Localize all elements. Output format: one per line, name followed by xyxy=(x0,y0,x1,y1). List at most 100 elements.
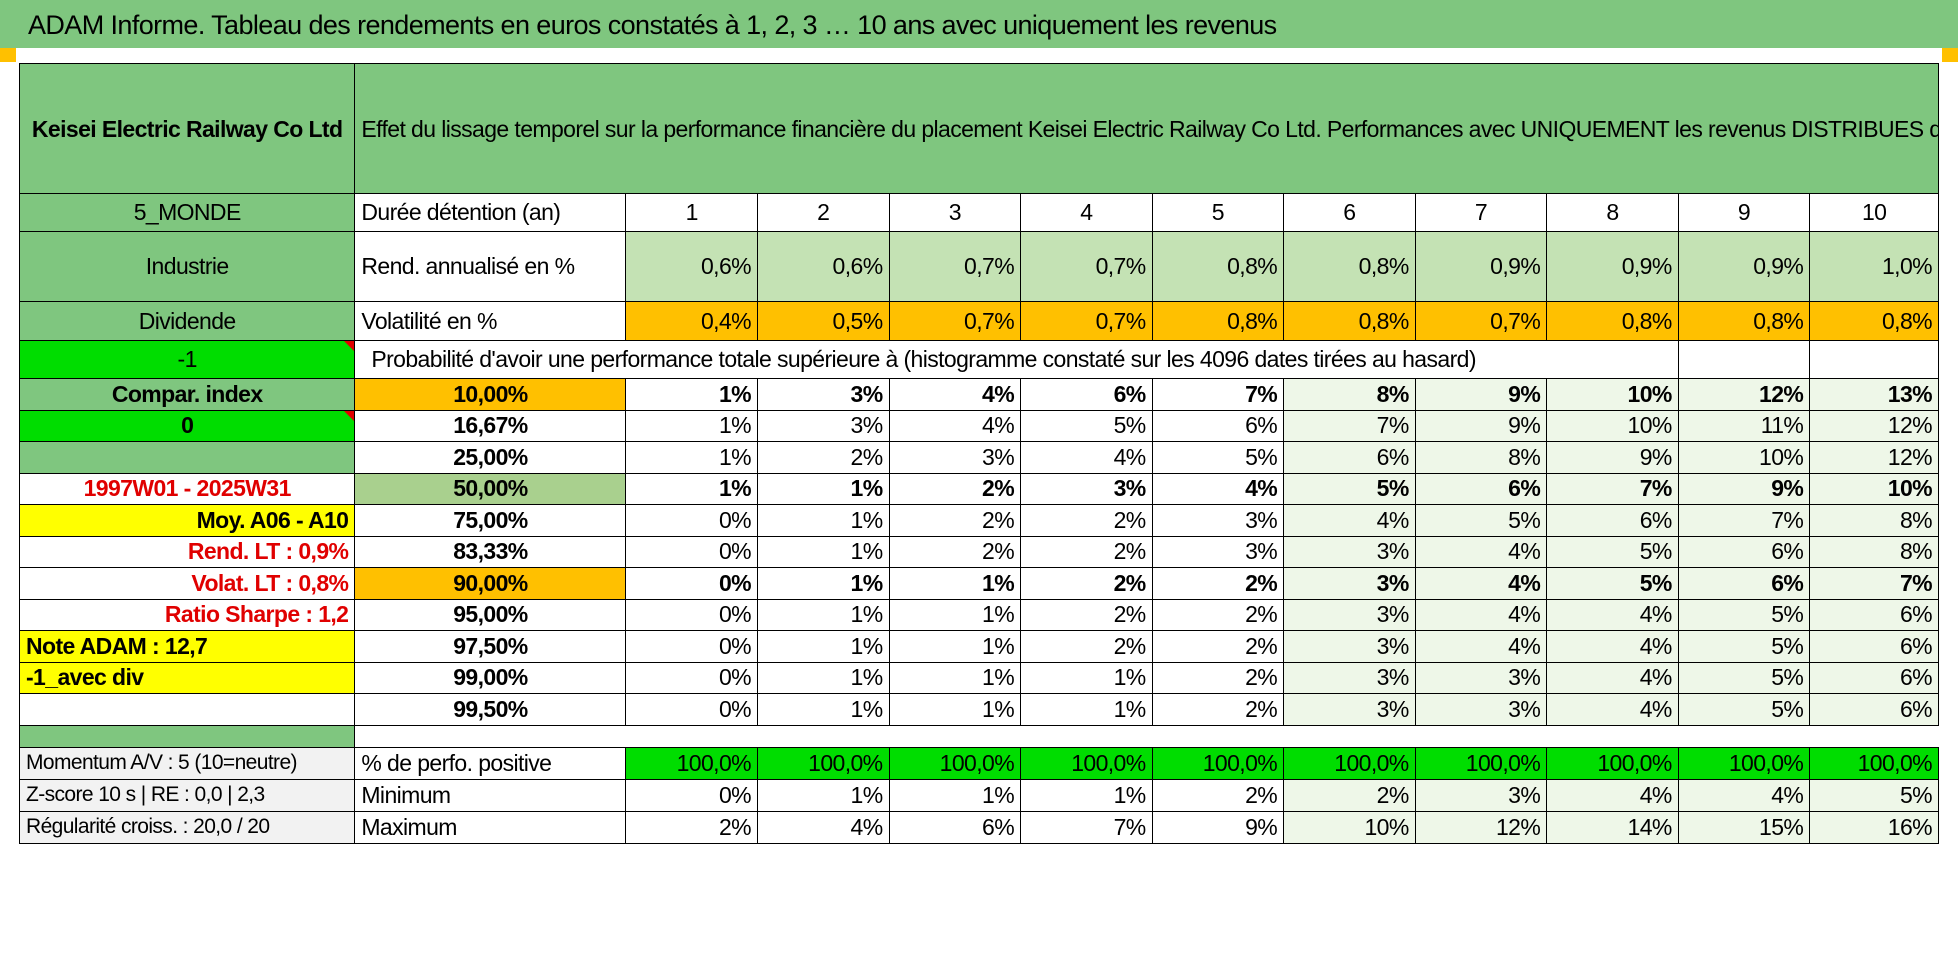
percentile-value: 13% xyxy=(1809,378,1939,411)
percentile-value: 3% xyxy=(757,409,890,442)
percentile-value: 3% xyxy=(1414,693,1548,726)
rend-value: 1,0% xyxy=(1809,231,1939,302)
percentile-value: 7% xyxy=(1151,378,1285,411)
bottom-side-stat: Z-score 10 s | RE : 0,0 | 2,3 xyxy=(18,778,356,812)
percentile-value: 2% xyxy=(888,504,1022,537)
percentile-value: 3% xyxy=(1151,535,1285,568)
percentile-value: 5% xyxy=(1677,661,1811,694)
rend-value: 0,7% xyxy=(888,231,1022,302)
year-9: 9 xyxy=(1677,193,1811,232)
year-8: 8 xyxy=(1546,193,1679,232)
performance-table: Keisei Electric Railway Co Ltd Effet du … xyxy=(18,63,1939,844)
percentile-value: 0% xyxy=(625,598,759,631)
percentile-value: 3% xyxy=(888,441,1022,474)
bottom-value: 100,0% xyxy=(1677,746,1811,780)
bottom-value: 16% xyxy=(1809,810,1939,844)
percentile-value: 9% xyxy=(1414,378,1548,411)
percentile-value: 8% xyxy=(1283,378,1416,411)
year-10: 10 xyxy=(1809,193,1939,232)
percentile-value: 2% xyxy=(1151,598,1285,631)
percentile-label: 75,00% xyxy=(354,504,627,537)
percentile-value: 5% xyxy=(1546,535,1679,568)
percentile-value: 6% xyxy=(1809,661,1939,694)
side-compar-label: Compar. index xyxy=(18,378,356,411)
percentile-value: 2% xyxy=(1020,630,1153,663)
year-7: 7 xyxy=(1414,193,1548,232)
percentile-value: 2% xyxy=(1151,630,1285,663)
percentile-value: 4% xyxy=(1414,598,1548,631)
percentile-value: 3% xyxy=(1283,630,1416,663)
rend-value: 0,8% xyxy=(1283,231,1416,302)
percentile-value: 3% xyxy=(1414,661,1548,694)
percentile-value: 1% xyxy=(757,472,890,505)
percentile-value: 9% xyxy=(1677,472,1811,505)
percentile-label: 95,00% xyxy=(354,598,627,631)
spacer-green xyxy=(18,724,356,748)
vol-value: 0,7% xyxy=(1020,301,1153,341)
corner-marker-left xyxy=(0,48,16,62)
vol-value: 0,8% xyxy=(1546,301,1679,341)
percentile-value: 10% xyxy=(1546,409,1679,442)
duration-label: Durée détention (an) xyxy=(354,193,627,232)
bottom-value: 100,0% xyxy=(1546,746,1679,780)
percentile-value: 1% xyxy=(1020,693,1153,726)
bottom-value: 2% xyxy=(625,810,759,844)
percentile-value: 3% xyxy=(1283,567,1416,600)
percentile-value: 11% xyxy=(1677,409,1811,442)
percentile-value: 12% xyxy=(1809,441,1939,474)
rend-value: 0,9% xyxy=(1677,231,1811,302)
percentile-value: 1% xyxy=(1020,661,1153,694)
bottom-row-label: Maximum xyxy=(354,810,627,844)
bottom-value: 1% xyxy=(1020,778,1153,812)
side-param1: -1 xyxy=(18,340,356,379)
rend-value: 0,9% xyxy=(1414,231,1548,302)
percentile-value: 5% xyxy=(1546,567,1679,600)
side-empty xyxy=(18,693,356,726)
percentile-label: 83,33% xyxy=(354,535,627,568)
percentile-value: 4% xyxy=(1414,535,1548,568)
vol-value: 0,7% xyxy=(1414,301,1548,341)
bottom-value: 9% xyxy=(1151,810,1285,844)
rend-label: Rend. annualisé en % xyxy=(354,231,627,302)
percentile-value: 7% xyxy=(1677,504,1811,537)
side-moy: Moy. A06 - A10 xyxy=(18,504,356,537)
percentile-value: 1% xyxy=(757,567,890,600)
percentile-value: 6% xyxy=(1414,472,1548,505)
percentile-value: 10% xyxy=(1677,441,1811,474)
percentile-value: 2% xyxy=(1151,567,1285,600)
fund-name: Keisei Electric Railway Co Ltd xyxy=(18,63,356,194)
percentile-value: 1% xyxy=(888,567,1022,600)
percentile-value: 8% xyxy=(1809,535,1939,568)
percentile-value: 1% xyxy=(888,598,1022,631)
percentile-value: 1% xyxy=(888,630,1022,663)
bottom-value: 100,0% xyxy=(1020,746,1153,780)
percentile-value: 1% xyxy=(757,535,890,568)
percentile-value: 5% xyxy=(1020,409,1153,442)
percentile-value: 7% xyxy=(1283,409,1416,442)
year-6: 6 xyxy=(1283,193,1416,232)
side-volat-lt: Volat. LT : 0,8% xyxy=(18,567,356,600)
percentile-label: 99,00% xyxy=(354,661,627,694)
percentile-value: 9% xyxy=(1414,409,1548,442)
percentile-value: 6% xyxy=(1677,567,1811,600)
vol-value: 0,7% xyxy=(888,301,1022,341)
spacer xyxy=(354,724,1939,748)
percentile-label: 90,00% xyxy=(354,567,627,600)
percentile-value: 4% xyxy=(1151,472,1285,505)
side-rend-lt: Rend. LT : 0,9% xyxy=(18,535,356,568)
percentile-value: 2% xyxy=(1020,598,1153,631)
percentile-value: 3% xyxy=(1283,693,1416,726)
percentile-value: 7% xyxy=(1809,567,1939,600)
prob-title: Probabilité d'avoir une performance tota… xyxy=(354,340,1679,379)
bottom-value: 15% xyxy=(1677,810,1811,844)
percentile-value: 1% xyxy=(888,693,1022,726)
table-description: Effet du lissage temporel sur la perform… xyxy=(354,63,1939,194)
percentile-value: 5% xyxy=(1414,504,1548,537)
percentile-value: 4% xyxy=(888,409,1022,442)
percentile-value: 1% xyxy=(757,661,890,694)
bottom-value: 0% xyxy=(625,778,759,812)
bottom-value: 10% xyxy=(1283,810,1416,844)
bottom-value: 4% xyxy=(1677,778,1811,812)
percentile-value: 8% xyxy=(1809,504,1939,537)
percentile-value: 5% xyxy=(1677,598,1811,631)
